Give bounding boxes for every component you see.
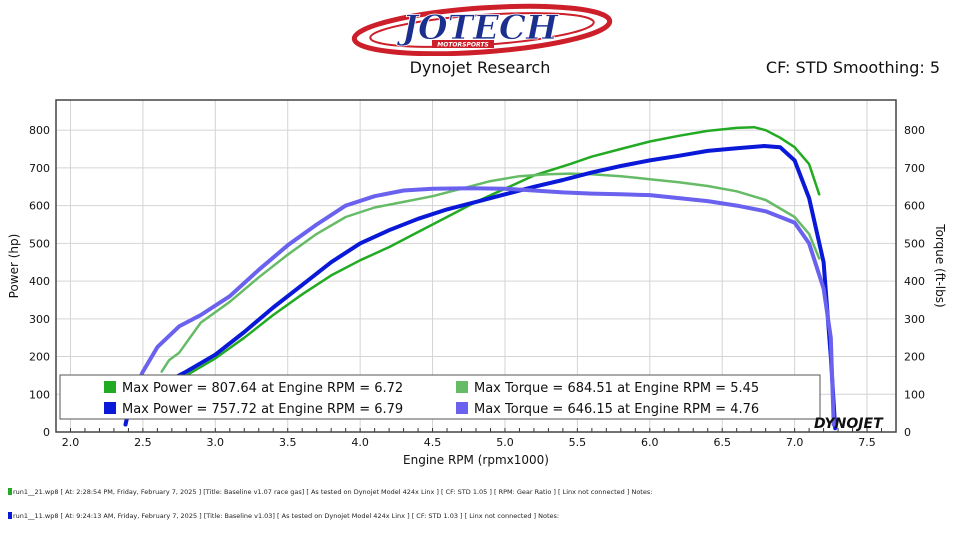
x-tick-label-6: 5.0 — [496, 436, 514, 449]
x-tick-label-2: 3.0 — [207, 436, 225, 449]
run-info-2: run1__11.wp8 [ At: 9:24:13 AM, Friday, F… — [8, 512, 559, 520]
legend-label-2: Max Power = 757.72 at Engine RPM = 6.79 — [122, 402, 403, 417]
x-tick-label-10: 7.0 — [786, 436, 804, 449]
y-tick-label-4: 400 — [29, 275, 50, 288]
x-tick-label-3: 3.5 — [279, 436, 297, 449]
y-tick-label-6: 600 — [29, 200, 50, 213]
run-info-1: run1__21.wp8 [ At: 2:28:54 PM, Friday, F… — [8, 488, 652, 496]
y2-tick-label-0: 0 — [904, 426, 911, 439]
run2-text: run1__11.wp8 [ At: 9:24:13 AM, Friday, F… — [13, 512, 560, 520]
x-tick-label-5: 4.5 — [424, 436, 442, 449]
y-tick-label-8: 800 — [29, 124, 50, 137]
x-tick-label-0: 2.0 — [62, 436, 80, 449]
x-tick-label-4: 4.0 — [351, 436, 369, 449]
y2-tick-label-7: 700 — [904, 162, 925, 175]
y2-tick-label-1: 100 — [904, 388, 925, 401]
legend-swatch-2 — [104, 402, 116, 414]
series-line-1 — [160, 172, 821, 373]
legend-swatch-3 — [456, 402, 468, 414]
y2-tick-label-3: 300 — [904, 313, 925, 326]
y-tick-label-1: 100 — [29, 388, 50, 401]
x-tick-label-8: 6.0 — [641, 436, 659, 449]
series-line-3 — [129, 186, 836, 427]
legend-label-0: Max Power = 807.64 at Engine RPM = 6.72 — [122, 381, 403, 396]
x-tick-label-11: 7.5 — [858, 436, 876, 449]
series-line-0 — [160, 125, 821, 404]
y-tick-label-0: 0 — [43, 426, 50, 439]
y2-axis-label: Torque (ft-lbs) — [933, 223, 947, 307]
logo-subtext: MOTORSPORTS — [437, 42, 488, 49]
y-tick-label-5: 500 — [29, 237, 50, 250]
x-tick-label-1: 2.5 — [134, 436, 152, 449]
correction-factor-label: CF: STD Smoothing: 5 — [765, 58, 940, 77]
y-tick-label-3: 300 — [29, 313, 50, 326]
run1-text: run1__21.wp8 [ At: 2:28:54 PM, Friday, F… — [13, 488, 653, 496]
legend-swatch-0 — [104, 381, 116, 393]
logo-subbar — [432, 40, 494, 48]
legend-box — [59, 374, 821, 420]
y2-tick-label-2: 200 — [904, 351, 925, 364]
x-tick-label-9: 6.5 — [713, 436, 731, 449]
dyno-chart: 2.0 2.5 3.0 3.5 4.0 4.5 5.0 5.5 6.0 6.5 7.0 7.5 0 0 10… — [7, 99, 947, 467]
x-axis-label: Engine RPM (rpmx1000) — [403, 453, 549, 467]
y-tick-label-2: 200 — [29, 351, 50, 364]
y2-tick-label-4: 400 — [904, 275, 925, 288]
y2-tick-label-8: 800 — [904, 124, 925, 137]
logo-swoosh-outer — [351, 3, 613, 56]
page-title: Dynojet Research — [409, 58, 551, 77]
legend-label-1: Max Torque = 684.51 at Engine RPM = 5.45 — [474, 381, 759, 396]
x-tick-label-7: 5.5 — [569, 436, 587, 449]
run2-swatch — [8, 512, 12, 519]
y2-tick-label-5: 500 — [904, 237, 925, 250]
jotech-logo: JOTECH MOTORSPORTS — [351, 3, 613, 56]
legend-swatch-1 — [456, 381, 468, 393]
plot-frame — [55, 99, 897, 433]
run1-swatch — [8, 488, 12, 495]
legend-label-3: Max Torque = 646.15 at Engine RPM = 4.76 — [474, 402, 759, 417]
y-tick-label-7: 700 — [29, 162, 50, 175]
y-axis-label: Power (hp) — [7, 234, 21, 299]
y2-tick-label-6: 600 — [904, 200, 925, 213]
dynojet-watermark: DYNOJET — [814, 416, 884, 432]
